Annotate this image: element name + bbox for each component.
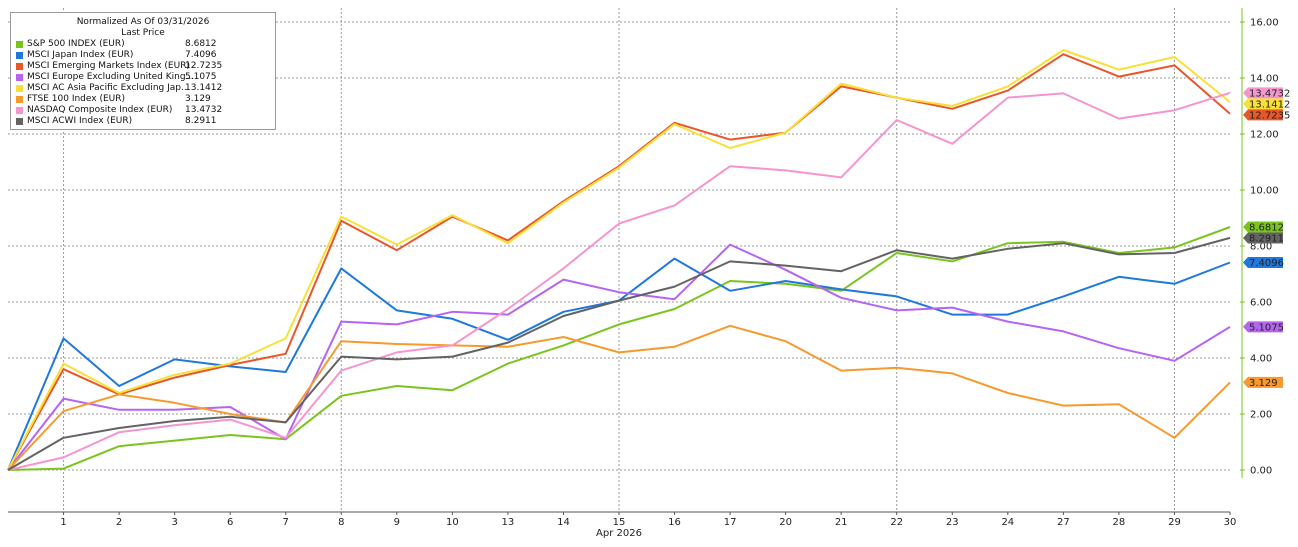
legend: Normalized As Of 03/31/2026 Last Price S… xyxy=(10,12,276,130)
series-line xyxy=(7,324,1231,471)
y-tick-label: 8.00 xyxy=(1250,242,1272,253)
series-line xyxy=(7,49,1231,471)
x-tick-label: 3 xyxy=(171,517,177,528)
last-value-tag xyxy=(1243,98,1283,110)
legend-swatch xyxy=(16,118,23,125)
series-line xyxy=(7,236,1231,471)
legend-series-name: NASDAQ Composite Index (EUR) xyxy=(27,105,173,115)
y-tick-label: 4.00 xyxy=(1250,354,1272,365)
x-tick-label: 30 xyxy=(1224,517,1237,528)
legend-swatch xyxy=(16,52,23,59)
last-value-label: 12.7235 xyxy=(1249,110,1290,121)
last-value-tag xyxy=(1243,87,1283,99)
legend-entry: MSCI Emerging Markets Index (EUR) 12.7235 xyxy=(11,61,275,72)
y-tick-label: 10.00 xyxy=(1250,186,1279,197)
legend-entry: NASDAQ Composite Index (EUR) 13.4732 xyxy=(11,105,275,116)
x-tick-label: 16 xyxy=(668,517,681,528)
last-value-label: 7.4096 xyxy=(1249,258,1284,269)
legend-last-price: 8.2911 xyxy=(185,116,217,126)
x-tick-label: 2 xyxy=(116,517,122,528)
last-value-tag xyxy=(1243,232,1283,244)
legend-last-price: 3.129 xyxy=(185,94,211,104)
x-tick-label: 6 xyxy=(227,517,233,528)
y-tick-label: 6.00 xyxy=(1250,298,1272,309)
x-tick-label: 17 xyxy=(724,517,737,528)
x-tick-label: 13 xyxy=(502,517,515,528)
legend-swatch xyxy=(16,41,23,48)
legend-swatch xyxy=(16,107,23,114)
legend-header-last-price: Last Price xyxy=(121,28,165,38)
last-value-label: 13.1412 xyxy=(1249,99,1290,110)
x-tick-label: 24 xyxy=(1001,517,1014,528)
legend-swatch xyxy=(16,74,23,81)
legend-swatch xyxy=(16,63,23,70)
legend-entry: MSCI Europe Excluding United King... 5.10… xyxy=(11,72,275,83)
x-axis-month-label: Apr 2026 xyxy=(596,528,642,539)
legend-entry: FTSE 100 Index (EUR) 3.129 xyxy=(11,94,275,105)
legend-swatch xyxy=(16,85,23,92)
legend-last-price: 5.1075 xyxy=(185,72,217,82)
last-value-tag xyxy=(1243,257,1283,269)
y-tick-label: 14.00 xyxy=(1250,74,1279,85)
legend-swatch xyxy=(16,96,23,103)
legend-series-name: S&P 500 INDEX (EUR) xyxy=(27,39,125,49)
legend-last-price: 13.4732 xyxy=(185,105,223,115)
last-value-tag xyxy=(1243,321,1283,333)
grid-lines xyxy=(8,8,1230,512)
legend-series-name: MSCI Europe Excluding United King... xyxy=(27,72,195,82)
x-tick-label: 21 xyxy=(835,517,848,528)
legend-last-price: 7.4096 xyxy=(185,50,217,60)
legend-header-normalized: Normalized As Of 03/31/2026 xyxy=(76,17,210,27)
y-tick-label: 16.00 xyxy=(1250,18,1279,29)
legend-series-name: MSCI AC Asia Pacific Excluding Jap... xyxy=(27,83,190,93)
last-value-label: 3.129 xyxy=(1249,378,1278,389)
legend-series-name: MSCI Emerging Markets Index (EUR) xyxy=(27,61,190,71)
last-value-tag xyxy=(1243,221,1283,233)
legend-last-price: 12.7235 xyxy=(185,61,223,71)
x-tick-label: 27 xyxy=(1057,517,1070,528)
legend-series-name: FTSE 100 Index (EUR) xyxy=(27,94,126,104)
legend-entry: MSCI Japan Index (EUR) 7.4096 xyxy=(11,50,275,61)
x-tick-label: 29 xyxy=(1168,517,1181,528)
legend-rows: S&P 500 INDEX (EUR) 8.6812 MSCI Japan Inde… xyxy=(11,39,275,127)
y-tick-label: 2.00 xyxy=(1250,410,1272,421)
x-tick-label: 23 xyxy=(946,517,959,528)
x-tick-label: 10 xyxy=(446,517,459,528)
last-value-label: 8.2911 xyxy=(1249,233,1284,244)
series-line xyxy=(7,53,1231,471)
x-tick-label: 9 xyxy=(394,517,400,528)
x-tick-label: 14 xyxy=(557,517,570,528)
axes: 0.00 2.00 4.00 6.00 8.00 10.00 12.00 14.00 16.00… xyxy=(8,8,1279,539)
x-tick-label: 22 xyxy=(890,517,903,528)
x-tick-label: 7 xyxy=(283,517,289,528)
legend-entry: MSCI ACWI Index (EUR) 8.2911 xyxy=(11,116,275,127)
series-line xyxy=(7,226,1231,471)
x-tick-label: 28 xyxy=(1113,517,1126,528)
last-value-label: 5.1075 xyxy=(1249,322,1284,333)
legend-series-name: MSCI Japan Index (EUR) xyxy=(27,50,134,60)
x-tick-label: 20 xyxy=(779,517,792,528)
series-line xyxy=(7,243,1231,471)
series-lines xyxy=(7,49,1231,471)
legend-series-name: MSCI ACWI Index (EUR) xyxy=(27,116,133,126)
x-tick-label: 15 xyxy=(613,517,626,528)
series-line xyxy=(7,91,1231,471)
legend-last-price: 8.6812 xyxy=(185,39,217,49)
last-value-label: 8.6812 xyxy=(1249,222,1284,233)
last-value-tag xyxy=(1243,376,1283,388)
last-value-label: 13.4732 xyxy=(1249,88,1290,99)
y-tick-label: 12.00 xyxy=(1250,130,1279,141)
legend-last-price: 13.1412 xyxy=(185,83,223,93)
y-tick-label: 0.00 xyxy=(1250,466,1272,477)
legend-entry: S&P 500 INDEX (EUR) 8.6812 xyxy=(11,39,275,50)
legend-entry: MSCI AC Asia Pacific Excluding Jap... 13.… xyxy=(11,83,275,94)
x-tick-label: 8 xyxy=(338,517,344,528)
x-tick-label: 1 xyxy=(60,517,66,528)
last-value-tag xyxy=(1243,109,1283,121)
